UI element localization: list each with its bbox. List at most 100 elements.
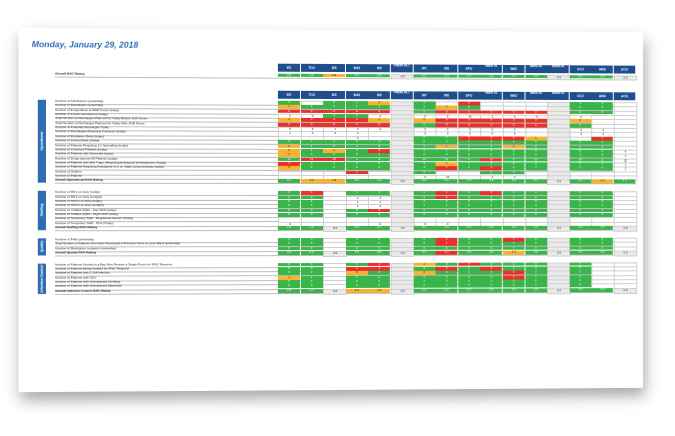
rag-cell: 0	[278, 213, 300, 217]
rag-cell: 0.0	[391, 251, 415, 257]
rag-cell: 0	[413, 136, 435, 140]
rag-cell: 0	[278, 242, 300, 246]
rag-cell: 0.0	[547, 288, 571, 294]
rag-cell: 2	[346, 162, 368, 166]
rag-cell: 1	[413, 106, 435, 110]
rag-cell: 3	[458, 102, 480, 106]
rag-cell: 0	[278, 263, 300, 267]
rag-cell: 0	[323, 123, 345, 127]
ward-header: Ward 40	[525, 65, 547, 73]
rag-cell: 1	[346, 171, 368, 175]
rag-cell: 0.0	[391, 179, 415, 185]
rag-cell: 0	[569, 242, 591, 246]
rag-cell: 0	[413, 284, 435, 288]
rag-cell: 3	[436, 106, 458, 110]
rag-cell: 0	[525, 275, 547, 279]
rag-cell: 0	[436, 271, 458, 275]
rag-cell: 0	[436, 196, 458, 200]
rag-cell: 2.0	[436, 226, 458, 230]
rag-cell: 2.1	[525, 180, 547, 184]
rag-cell: 0	[458, 204, 480, 208]
rag-cell: 0	[458, 153, 480, 157]
rag-cell: 0	[458, 119, 480, 123]
rag-cell: 2.5	[592, 75, 614, 79]
rag-cell: 0	[592, 141, 614, 145]
ward-header: W62	[503, 65, 525, 73]
rag-cell: 0	[592, 111, 614, 115]
rag-cell: 0	[569, 209, 591, 213]
rag-cell: 1	[592, 102, 614, 106]
rag-cell: 2.5	[458, 179, 480, 183]
rag-cell: 0	[278, 140, 300, 144]
rag-cell: 5	[458, 106, 480, 110]
rag-cell: 0	[480, 123, 502, 127]
rag-cell: 0	[301, 238, 323, 242]
rag-cell: 0	[569, 238, 591, 242]
ward-header: W43	[346, 91, 368, 99]
rag-cell: 0	[413, 242, 435, 246]
rag-cell: 1	[278, 276, 300, 280]
rag-cell: 1	[278, 144, 300, 148]
rag-cell: 0	[301, 247, 323, 251]
rag-cell: 1.7	[436, 251, 458, 255]
rag-cell: 1	[592, 137, 614, 141]
rag-cell: 0	[301, 123, 323, 127]
ward-header: W8	[436, 91, 458, 99]
rag-cell: 0	[458, 238, 480, 242]
rag-cell: 3	[503, 145, 525, 149]
rag-cell: 4	[413, 166, 435, 170]
rag-cell: 0	[503, 284, 525, 288]
rag-cell: 0	[592, 149, 614, 153]
rag-cell: 2.4	[503, 74, 525, 78]
rag-cell: 1	[436, 166, 458, 170]
rag-cell: 0	[278, 285, 300, 289]
rag-cell: 0	[592, 145, 614, 149]
rag-cell: 0	[569, 266, 591, 270]
rag-cell: 2.4	[525, 75, 547, 79]
rag-cell: 0	[569, 213, 591, 217]
rag-cell: 2.5	[592, 226, 614, 230]
rag-cell: 1	[278, 166, 300, 170]
rag-cell: 3	[278, 149, 300, 153]
rag-cell: 2.9	[278, 226, 300, 230]
rag-cell: 0	[458, 246, 480, 250]
rag-cell: 0	[301, 242, 323, 246]
rag-cell: 0	[368, 242, 390, 246]
rag-cell: 2.5	[458, 226, 480, 230]
rag-cell: 2.1	[413, 226, 435, 230]
rag-cell: 0	[569, 124, 591, 128]
rag-cell: 1	[301, 144, 323, 148]
rag-cell: 0	[346, 118, 368, 122]
rag-cell: 0	[323, 110, 345, 114]
rag-cell: 0	[413, 275, 435, 279]
rag-cell: 6	[503, 158, 525, 162]
rag-cell: 2.9	[525, 288, 547, 292]
rag-cell: 0	[569, 200, 591, 204]
rag-cell: 0.0	[323, 226, 347, 232]
rag-cell: 0	[503, 110, 525, 114]
rag-cell: 0	[480, 213, 502, 217]
rag-cell: 0	[458, 196, 480, 200]
rag-cell: 2.4	[413, 179, 435, 183]
rag-cell: 2.6	[436, 288, 458, 292]
rag-cell: 0	[525, 238, 547, 242]
rag-cell: 0	[569, 246, 591, 250]
rag-cell: 0	[368, 166, 390, 170]
rag-cell: 1	[458, 267, 480, 271]
rag-cell: 0	[346, 213, 368, 217]
rag-cell: 0	[525, 267, 547, 271]
rag-cell: 1	[413, 204, 435, 208]
rag-cell: 0	[346, 140, 368, 144]
rag-cell: 0	[525, 262, 547, 266]
rag-cell: 2.5	[301, 73, 323, 77]
rag-cell: 0	[503, 167, 525, 171]
rag-cell: 0	[569, 196, 591, 200]
rag-cell: 0	[413, 213, 435, 217]
rag-cell: 0	[458, 262, 480, 266]
rag-cell: 0.0	[391, 289, 415, 295]
rag-cell: 3.0	[480, 251, 502, 255]
section-title: Quality	[40, 241, 44, 253]
rag-cell: 0	[592, 213, 614, 217]
rag-cell: 0	[503, 141, 525, 145]
rag-cell: 2.7	[368, 226, 390, 230]
